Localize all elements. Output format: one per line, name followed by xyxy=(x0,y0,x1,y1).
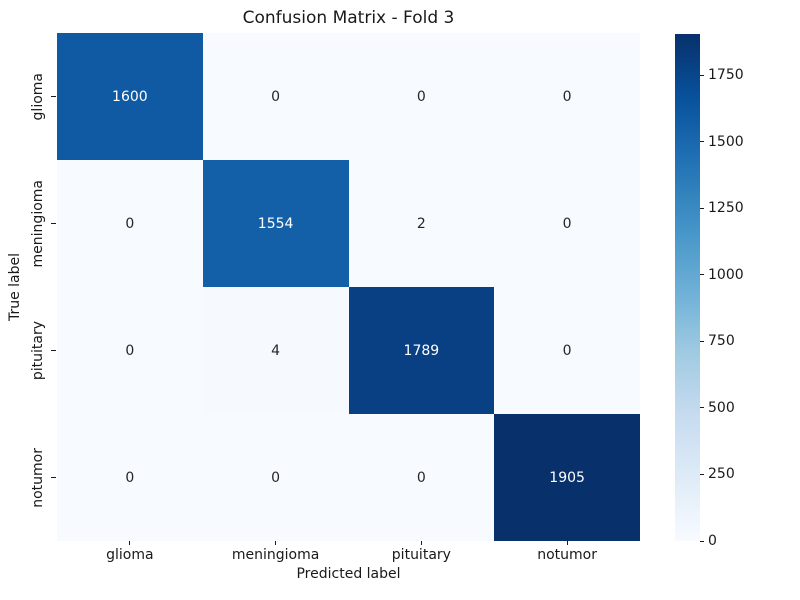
x-tick-mark xyxy=(566,541,568,545)
colorbar-tick-mark xyxy=(700,141,704,143)
heatmap-cell: 1905 xyxy=(494,414,640,541)
y-tick-label: pituitary xyxy=(30,320,46,381)
colorbar-tick-label: 1250 xyxy=(708,200,744,217)
cell-value: 1905 xyxy=(549,469,585,486)
x-tick-label: meningioma xyxy=(231,547,320,563)
cell-value: 0 xyxy=(562,342,572,359)
heatmap-cell: 2 xyxy=(348,160,495,287)
heatmap-cell: 0 xyxy=(202,33,349,160)
cell-value: 0 xyxy=(271,88,281,105)
heatmap-cell: 0 xyxy=(348,33,495,160)
heatmap-cell: 1789 xyxy=(348,287,495,414)
colorbar-tick-label: 1500 xyxy=(708,133,744,150)
y-axis-label: True label xyxy=(6,33,24,541)
heatmap-cell: 0 xyxy=(494,33,640,160)
x-axis-label: Predicted label xyxy=(296,566,401,582)
heatmap-cell: 1554 xyxy=(202,160,349,287)
y-tick-mark xyxy=(51,96,56,97)
colorbar-tick-mark xyxy=(700,274,704,276)
y-tick-mark xyxy=(51,477,56,478)
y-tick-mark xyxy=(51,350,56,351)
colorbar-tick-labels: 0 250 500 750 1000 1250 1500 1750 xyxy=(708,34,768,549)
cell-value: 0 xyxy=(416,88,426,105)
x-tick-mark xyxy=(129,541,131,545)
x-tick xyxy=(349,541,495,546)
y-tick-label: meningioma xyxy=(30,179,46,268)
cell-value: 0 xyxy=(562,88,572,105)
colorbar-tick-label: 250 xyxy=(708,466,735,483)
cell-value: 1554 xyxy=(257,215,294,232)
y-axis-ticks xyxy=(51,33,57,541)
cell-value: 0 xyxy=(562,215,572,232)
y-tick-label-row: glioma xyxy=(27,33,49,160)
heatmap-cell: 0 xyxy=(57,414,203,541)
y-tick-mark xyxy=(51,223,56,224)
colorbar-tick-mark xyxy=(700,207,704,209)
colorbar xyxy=(675,34,700,541)
y-tick-label: notumor xyxy=(30,447,46,508)
heatmap: 1600 0 0 0 0 1554 2 0 0 4 1789 0 0 0 0 1905 xyxy=(57,33,640,541)
y-tick xyxy=(51,287,57,414)
colorbar-tick-label: 750 xyxy=(708,333,735,350)
colorbar-tick-mark xyxy=(700,340,704,342)
x-axis-ticks xyxy=(57,541,640,546)
x-tick-label: glioma xyxy=(106,547,154,563)
x-tick-mark xyxy=(275,541,277,545)
cell-value: 0 xyxy=(125,469,135,486)
chart-title: Confusion Matrix - Fold 3 xyxy=(242,8,455,28)
heatmap-cell: 1600 xyxy=(57,33,203,160)
y-tick-label-row: notumor xyxy=(27,414,49,541)
cell-value: 2 xyxy=(416,215,426,232)
colorbar-tick-mark xyxy=(700,407,704,409)
cell-value: 0 xyxy=(125,215,135,232)
cell-value: 0 xyxy=(125,342,135,359)
heatmap-cell: 0 xyxy=(348,414,495,541)
colorbar-ticks xyxy=(700,34,704,542)
y-tick xyxy=(51,160,57,287)
heatmap-cell: 0 xyxy=(494,160,640,287)
y-tick-label: glioma xyxy=(30,72,46,121)
heatmap-cell: 0 xyxy=(202,414,349,541)
y-tick xyxy=(51,33,57,160)
cell-value: 0 xyxy=(416,469,426,486)
x-axis-tick-labels: glioma meningioma pituitary notumor xyxy=(57,547,640,563)
x-tick-mark xyxy=(420,541,422,545)
colorbar-tick-label: 1750 xyxy=(708,67,744,84)
colorbar-tick-label: 500 xyxy=(708,399,735,416)
x-tick xyxy=(57,541,203,546)
y-tick-label-row: meningioma xyxy=(27,160,49,287)
y-tick-label-row: pituitary xyxy=(27,287,49,414)
y-axis-label-text: True label xyxy=(7,252,23,322)
cell-value: 0 xyxy=(271,469,281,486)
heatmap-cell: 0 xyxy=(494,287,640,414)
cell-value: 4 xyxy=(271,342,281,359)
cell-value: 1789 xyxy=(403,342,440,359)
y-axis-tick-labels: glioma meningioma pituitary notumor xyxy=(27,33,49,541)
colorbar-tick-label: 1000 xyxy=(708,266,744,283)
heatmap-cell: 0 xyxy=(57,287,203,414)
colorbar-tick-label: 0 xyxy=(708,533,717,549)
x-tick-label: pituitary xyxy=(391,547,451,563)
colorbar-tick-mark xyxy=(700,540,704,542)
colorbar-tick-mark xyxy=(700,473,704,475)
x-tick xyxy=(494,541,640,546)
y-tick xyxy=(51,414,57,541)
heatmap-cell: 0 xyxy=(57,160,203,287)
heatmap-cell: 4 xyxy=(202,287,349,414)
x-tick-label: notumor xyxy=(537,547,597,563)
x-tick xyxy=(203,541,349,546)
cell-value: 1600 xyxy=(112,88,148,105)
colorbar-tick-mark xyxy=(700,74,704,76)
